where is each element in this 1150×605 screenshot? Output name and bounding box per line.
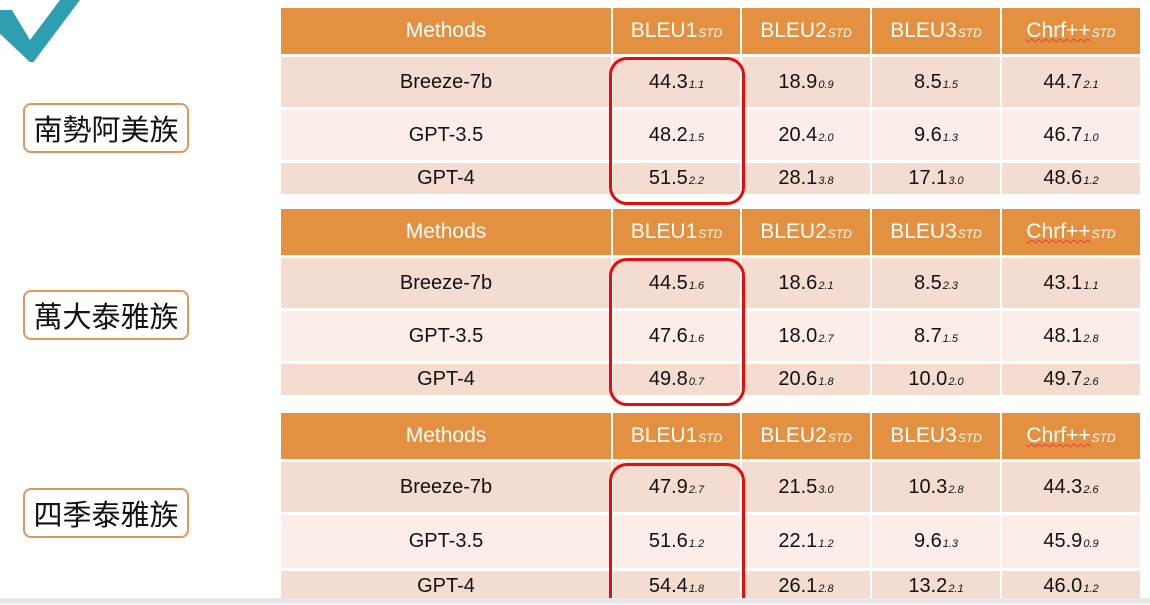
header-bleu3: BLEU3STD xyxy=(871,209,1002,258)
bleu3-cell: 8.51.5 xyxy=(871,55,1002,110)
method-cell: Breeze-7b xyxy=(281,55,613,110)
bleu1-cell: 44.51.6 xyxy=(612,256,742,311)
table-row: GPT-3.5 51.61.2 22.11.2 9.61.3 45.90.9 xyxy=(281,513,1142,571)
bleu1-cell: 51.52.2 xyxy=(612,161,742,197)
header-bleu2: BLEU2STD xyxy=(741,8,872,57)
method-cell: GPT-3.5 xyxy=(281,513,613,571)
group-label-3: 四季泰雅族 xyxy=(23,488,189,538)
bleu3-cell: 8.52.3 xyxy=(871,256,1002,311)
table-header: Methods BLEU1STD BLEU2STD BLEU3STD Chrf+… xyxy=(281,413,1142,462)
method-cell: GPT-4 xyxy=(281,161,613,197)
group-label-2: 萬大泰雅族 xyxy=(23,290,189,340)
method-cell: Breeze-7b xyxy=(281,460,613,515)
method-cell: GPT-4 xyxy=(281,362,613,398)
bleu2-cell: 18.02.7 xyxy=(741,309,872,364)
bleu2-cell: 21.53.0 xyxy=(741,460,872,515)
bleu3-cell: 9.61.3 xyxy=(871,513,1002,571)
header-bleu3: BLEU3STD xyxy=(871,413,1002,462)
chrf-cell: 49.72.6 xyxy=(1001,362,1142,398)
results-table-1: Methods BLEU1STD BLEU2STD BLEU3STD Chrf+… xyxy=(281,8,1142,197)
header-bleu3: BLEU3STD xyxy=(871,8,1002,57)
bleu3-cell: 8.71.5 xyxy=(871,309,1002,364)
chrf-cell: 44.72.1 xyxy=(1001,55,1142,110)
bottom-scroll-strip xyxy=(0,598,1150,604)
header-bleu1: BLEU1STD xyxy=(612,413,742,462)
header-methods: Methods xyxy=(281,8,613,57)
table-row: GPT-4 51.52.2 28.13.8 17.13.0 48.61.2 xyxy=(281,161,1142,197)
chrf-cell: 45.90.9 xyxy=(1001,513,1142,571)
table-row: GPT-4 49.80.7 20.61.8 10.02.0 49.72.6 xyxy=(281,362,1142,398)
header-chrf: Chrf++STD xyxy=(1001,413,1142,462)
bleu2-cell: 20.61.8 xyxy=(741,362,872,398)
chrf-cell: 48.61.2 xyxy=(1001,161,1142,197)
bleu3-cell: 9.61.3 xyxy=(871,108,1002,163)
bleu2-cell: 18.62.1 xyxy=(741,256,872,311)
bleu2-cell: 28.13.8 xyxy=(741,161,872,197)
results-table-3: Methods BLEU1STD BLEU2STD BLEU3STD Chrf+… xyxy=(281,413,1142,605)
bleu1-cell: 49.80.7 xyxy=(612,362,742,398)
table-row: Breeze-7b 47.92.7 21.53.0 10.32.8 44.32.… xyxy=(281,460,1142,515)
header-methods: Methods xyxy=(281,209,613,258)
bleu2-cell: 22.11.2 xyxy=(741,513,872,571)
bleu1-cell: 47.92.7 xyxy=(612,460,742,515)
header-bleu2: BLEU2STD xyxy=(741,209,872,258)
bleu1-cell: 51.61.2 xyxy=(612,513,742,571)
method-cell: GPT-3.5 xyxy=(281,309,613,364)
bleu2-cell: 18.90.9 xyxy=(741,55,872,110)
header-methods: Methods xyxy=(281,413,613,462)
table-row: Breeze-7b 44.51.6 18.62.1 8.52.3 43.11.1 xyxy=(281,256,1142,311)
method-cell: GPT-3.5 xyxy=(281,108,613,163)
header-bleu2: BLEU2STD xyxy=(741,413,872,462)
table-header: Methods BLEU1STD BLEU2STD BLEU3STD Chrf+… xyxy=(281,209,1142,258)
bleu1-cell: 48.21.5 xyxy=(612,108,742,163)
bleu1-cell: 44.31.1 xyxy=(612,55,742,110)
table-header: Methods BLEU1STD BLEU2STD BLEU3STD Chrf+… xyxy=(281,8,1142,57)
chrf-cell: 43.11.1 xyxy=(1001,256,1142,311)
header-bleu1: BLEU1STD xyxy=(612,8,742,57)
header-chrf: Chrf++STD xyxy=(1001,209,1142,258)
results-table-2: Methods BLEU1STD BLEU2STD BLEU3STD Chrf+… xyxy=(281,209,1142,398)
corner-logo-icon xyxy=(0,0,80,62)
table-row: GPT-3.5 47.61.6 18.02.7 8.71.5 48.12.8 xyxy=(281,309,1142,364)
bleu3-cell: 10.32.8 xyxy=(871,460,1002,515)
bleu3-cell: 10.02.0 xyxy=(871,362,1002,398)
group-label-1: 南勢阿美族 xyxy=(23,103,189,153)
chrf-cell: 46.71.0 xyxy=(1001,108,1142,163)
table-row: Breeze-7b 44.31.1 18.90.9 8.51.5 44.72.1 xyxy=(281,55,1142,110)
bleu1-cell: 47.61.6 xyxy=(612,309,742,364)
chrf-cell: 48.12.8 xyxy=(1001,309,1142,364)
chrf-cell: 44.32.6 xyxy=(1001,460,1142,515)
table-row: GPT-3.5 48.21.5 20.42.0 9.61.3 46.71.0 xyxy=(281,108,1142,163)
header-chrf: Chrf++STD xyxy=(1001,8,1142,57)
header-bleu1: BLEU1STD xyxy=(612,209,742,258)
bleu2-cell: 20.42.0 xyxy=(741,108,872,163)
method-cell: Breeze-7b xyxy=(281,256,613,311)
bleu3-cell: 17.13.0 xyxy=(871,161,1002,197)
